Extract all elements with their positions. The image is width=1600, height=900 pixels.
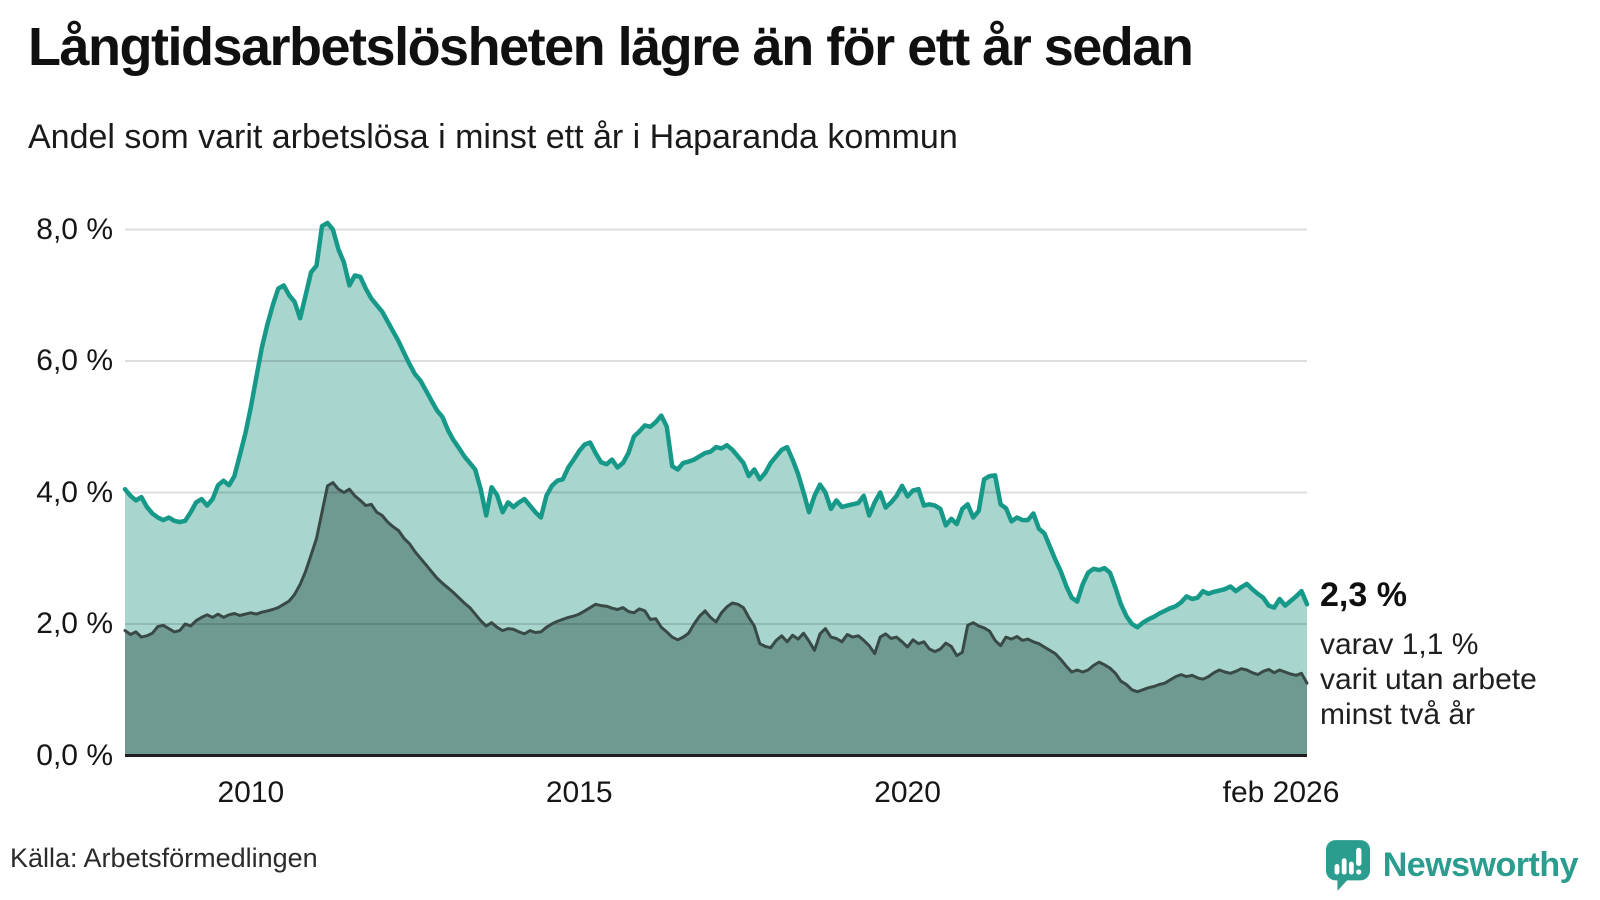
source-label: Källa: Arbetsförmedlingen — [10, 843, 318, 873]
end-note-line: varit utan arbete — [1320, 663, 1537, 696]
y-tick-label: 8,0 % — [36, 212, 113, 246]
x-tick-label: 2015 — [545, 776, 613, 809]
line-unemployed-one-year — [122, 220, 1310, 630]
speech-bubble-shape — [1325, 840, 1370, 891]
exclamation-bar-icon — [1355, 847, 1362, 866]
end-note-line: varav 1,1 % — [1320, 628, 1479, 661]
x-tick-label: 2020 — [874, 776, 941, 809]
line-unemployed-two-years — [123, 481, 1309, 694]
x-axis: 2010 2015 2020 feb 2026 — [0, 776, 1600, 816]
exclamation-dot-icon — [1355, 869, 1362, 875]
x-tick-label: feb 2026 — [1222, 776, 1340, 809]
area-unemployed-two-years — [125, 482, 1307, 756]
newsworthy-logo-icon — [1325, 840, 1370, 891]
end-note-line: minst två år — [1320, 698, 1476, 731]
y-tick-label: 4,0 % — [36, 475, 113, 509]
y-tick-label: 0,0 % — [36, 738, 113, 772]
chart-bar-icon — [1348, 861, 1354, 875]
end-value-label: 2,3 % — [1320, 576, 1407, 614]
chart-bar-icon — [1334, 864, 1340, 875]
brand-name: Newsworthy — [1382, 845, 1579, 884]
x-tick-label: 2010 — [217, 776, 285, 809]
page-subtitle: Andel som varit arbetslösa i minst ett å… — [28, 118, 958, 156]
y-tick-label: 2,0 % — [36, 607, 113, 640]
chart-bar-icon — [1341, 858, 1347, 875]
y-tick-label: 6,0 % — [36, 344, 113, 377]
page-title: Långtidsarbetslösheten lägre än för ett … — [28, 17, 1194, 77]
y-axis: 8,0 % 6,0 % 4,0 % 2,0 % 0,0 % — [0, 0, 113, 900]
end-note-label: varav 1,1 % varit utan arbete minst två … — [1320, 627, 1580, 732]
branding: Newsworthy — [1325, 836, 1579, 894]
